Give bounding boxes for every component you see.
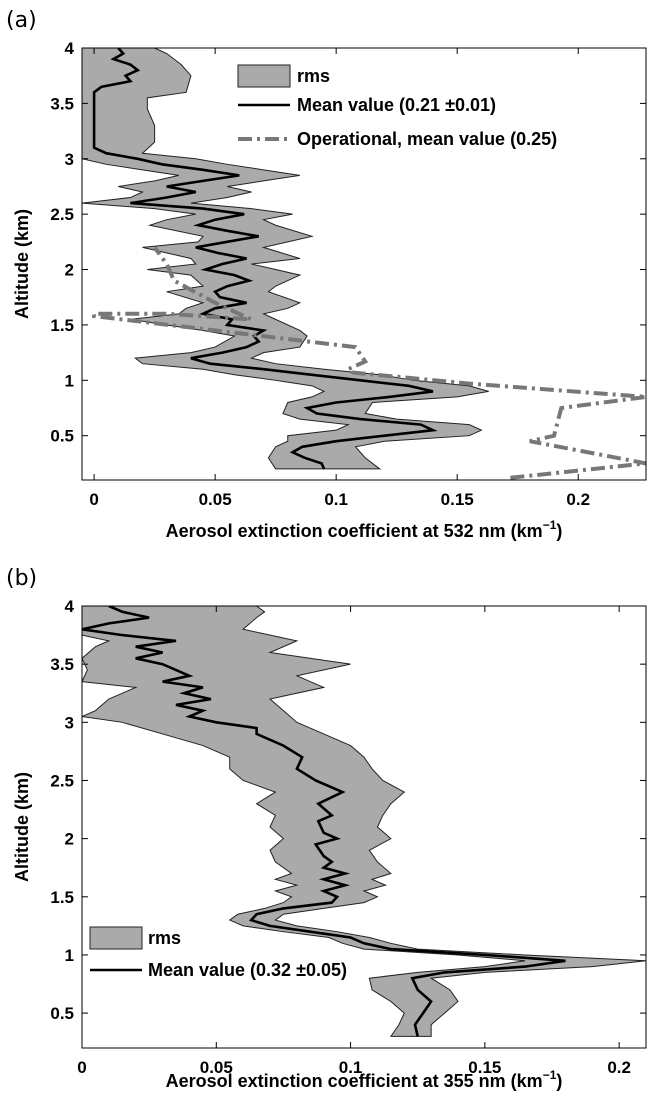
x-tick-label: 0.1 bbox=[339, 1058, 363, 1077]
y-axis-title: Altitude (km) bbox=[12, 209, 32, 319]
axes-frame bbox=[81, 605, 647, 1049]
y-tick-label: 2.5 bbox=[50, 205, 74, 224]
x-tick-label: 0.05 bbox=[200, 1058, 233, 1077]
panel-b: (b) 0 0.05 0.1 0.15 0.2 0.5 1 1.5 2 2.5 3 3.5 4 Aeroso… bbox=[6, 566, 647, 1091]
y-tick-label: 4 bbox=[65, 597, 75, 616]
legend-label-mean: Mean value (0.21 ±0.01) bbox=[297, 95, 496, 115]
x-tick-label: 0.2 bbox=[607, 1058, 631, 1077]
y-tick-label: 3 bbox=[65, 150, 74, 169]
plot-area bbox=[82, 48, 646, 480]
x-tick-label: 0.15 bbox=[468, 1058, 501, 1077]
y-axis-title: Altitude (km) bbox=[12, 772, 32, 882]
x-axis-title-superscript: −1 bbox=[543, 1068, 557, 1082]
rms-band bbox=[82, 606, 646, 1037]
panel-label: (b) bbox=[6, 566, 37, 591]
legend: rms Mean value (0.21 ±0.01) Operational, m… bbox=[237, 64, 557, 149]
y-tick-label: 1 bbox=[65, 371, 74, 390]
y-tick-label: 3.5 bbox=[50, 655, 74, 674]
x-axis-title-main: Aerosol extinction coefficient at 355 nm… bbox=[166, 1071, 543, 1091]
x-tick-label: 0.05 bbox=[199, 490, 232, 509]
panel-a: (a) 0 0.05 0.1 0.15 0.2 0.5 1 1.5 2 2.5 3 3.5 4 Aeroso… bbox=[6, 8, 647, 541]
y-tick-label: 3 bbox=[65, 713, 74, 732]
y-tick-label: 2.5 bbox=[50, 771, 74, 790]
legend-swatch-rms bbox=[237, 64, 291, 88]
y-tick-label: 1.5 bbox=[50, 316, 74, 335]
legend-label-rms: rms bbox=[297, 66, 330, 86]
legend-swatch-rms bbox=[89, 926, 143, 950]
x-tick-label: 0 bbox=[89, 490, 98, 509]
axes-frame bbox=[81, 47, 647, 481]
y-tick-label: 0.5 bbox=[50, 1004, 74, 1023]
x-tick-label: 0.15 bbox=[441, 490, 474, 509]
x-axis-title-close: ) bbox=[556, 521, 562, 541]
legend-label-rms: rms bbox=[148, 928, 181, 948]
operational-line bbox=[92, 246, 646, 480]
mean-line bbox=[92, 48, 438, 470]
x-axis-title: Aerosol extinction coefficient at 532 nm… bbox=[166, 518, 563, 541]
y-tick-label: 2 bbox=[65, 261, 74, 280]
plot-area bbox=[82, 606, 646, 1037]
x-tick-label: 0 bbox=[77, 1058, 86, 1077]
mean-line bbox=[82, 606, 566, 1037]
legend-label-operational: Operational, mean value (0.25) bbox=[297, 129, 557, 149]
y-tick-label: 0.5 bbox=[50, 427, 74, 446]
x-tick-label: 0.2 bbox=[566, 490, 590, 509]
x-axis-title-superscript: −1 bbox=[543, 518, 557, 532]
x-axis-title-main: Aerosol extinction coefficient at 532 nm… bbox=[166, 521, 543, 541]
panel-label: (a) bbox=[6, 8, 37, 33]
y-tick-label: 2 bbox=[65, 830, 74, 849]
y-tick-label: 3.5 bbox=[50, 94, 74, 113]
legend-label-mean: Mean value (0.32 ±0.05) bbox=[148, 960, 347, 980]
x-axis-title: Aerosol extinction coefficient at 355 nm… bbox=[166, 1068, 563, 1091]
y-tick-label: 1 bbox=[65, 946, 74, 965]
y-tick-label: 4 bbox=[65, 39, 75, 58]
legend: rms Mean value (0.32 ±0.05) bbox=[89, 926, 347, 980]
x-tick-label: 0.1 bbox=[324, 490, 348, 509]
x-axis-title-close: ) bbox=[556, 1071, 562, 1091]
rms-band bbox=[82, 48, 489, 470]
y-tick-label: 1.5 bbox=[50, 888, 74, 907]
